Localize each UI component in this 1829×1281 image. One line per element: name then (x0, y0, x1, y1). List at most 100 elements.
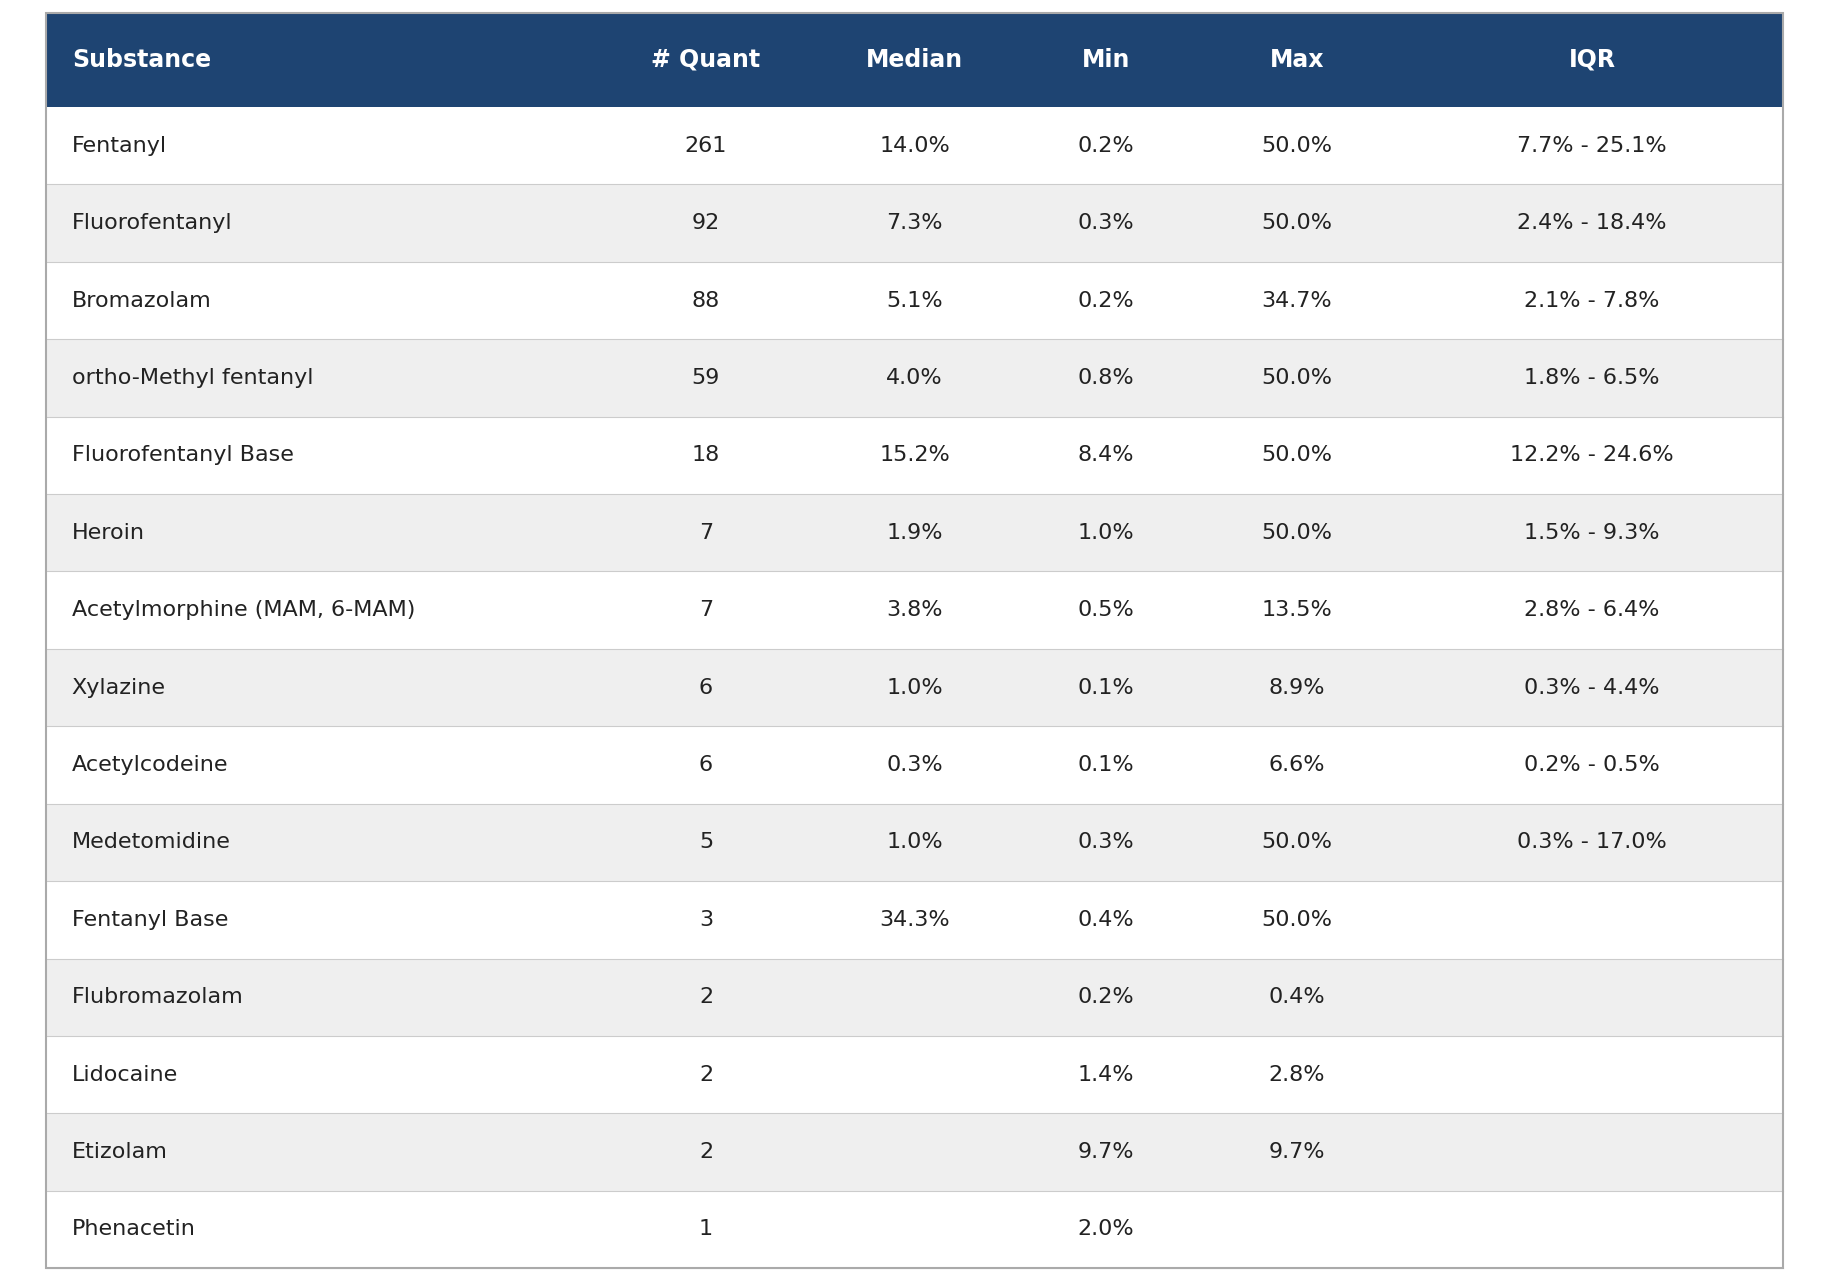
Text: Fentanyl Base: Fentanyl Base (71, 910, 229, 930)
Text: 8.4%: 8.4% (1077, 446, 1134, 465)
FancyBboxPatch shape (46, 13, 1783, 108)
Text: 0.2%: 0.2% (1077, 136, 1134, 156)
Text: 7.3%: 7.3% (887, 213, 942, 233)
Text: 0.1%: 0.1% (1077, 755, 1134, 775)
Text: 1.0%: 1.0% (887, 678, 942, 698)
Text: 92: 92 (691, 213, 721, 233)
Text: 18: 18 (691, 446, 721, 465)
Text: Heroin: Heroin (71, 523, 144, 543)
FancyBboxPatch shape (46, 571, 1783, 649)
Text: 0.3%: 0.3% (1077, 213, 1134, 233)
Text: Bromazolam: Bromazolam (71, 291, 212, 310)
Text: 50.0%: 50.0% (1262, 910, 1332, 930)
Text: 1.9%: 1.9% (887, 523, 942, 543)
Text: 0.8%: 0.8% (1077, 368, 1134, 388)
FancyBboxPatch shape (46, 1113, 1783, 1191)
Text: 2.8% - 6.4%: 2.8% - 6.4% (1524, 601, 1661, 620)
Text: 14.0%: 14.0% (880, 136, 949, 156)
Text: 1.0%: 1.0% (887, 833, 942, 852)
Text: 0.1%: 0.1% (1077, 678, 1134, 698)
Text: Median: Median (865, 47, 964, 72)
Text: Medetomidine: Medetomidine (71, 833, 230, 852)
Text: 0.5%: 0.5% (1077, 601, 1134, 620)
Text: 5: 5 (699, 833, 713, 852)
Text: 2: 2 (699, 1065, 713, 1085)
FancyBboxPatch shape (46, 803, 1783, 881)
Text: 2: 2 (699, 1143, 713, 1162)
Text: 50.0%: 50.0% (1262, 136, 1332, 156)
Text: 50.0%: 50.0% (1262, 213, 1332, 233)
Text: 1: 1 (699, 1220, 713, 1240)
Text: 15.2%: 15.2% (880, 446, 949, 465)
Text: Etizolam: Etizolam (71, 1143, 168, 1162)
FancyBboxPatch shape (46, 184, 1783, 261)
Text: Fluorofentanyl Base: Fluorofentanyl Base (71, 446, 294, 465)
Text: 1.8% - 6.5%: 1.8% - 6.5% (1524, 368, 1661, 388)
FancyBboxPatch shape (46, 649, 1783, 726)
FancyBboxPatch shape (46, 494, 1783, 571)
Text: 13.5%: 13.5% (1262, 601, 1332, 620)
Text: 7: 7 (699, 523, 713, 543)
Text: Acetylcodeine: Acetylcodeine (71, 755, 229, 775)
FancyBboxPatch shape (46, 339, 1783, 416)
Text: 2.8%: 2.8% (1269, 1065, 1324, 1085)
Text: 7: 7 (699, 601, 713, 620)
Text: Fluorofentanyl: Fluorofentanyl (71, 213, 232, 233)
Text: 50.0%: 50.0% (1262, 523, 1332, 543)
Text: 0.4%: 0.4% (1269, 988, 1324, 1007)
Text: Flubromazolam: Flubromazolam (71, 988, 243, 1007)
FancyBboxPatch shape (46, 1036, 1783, 1113)
Text: 0.2% - 0.5%: 0.2% - 0.5% (1524, 755, 1661, 775)
Text: 0.3%: 0.3% (1077, 833, 1134, 852)
FancyBboxPatch shape (46, 108, 1783, 184)
Text: 6: 6 (699, 678, 713, 698)
FancyBboxPatch shape (46, 881, 1783, 958)
Text: 34.7%: 34.7% (1262, 291, 1332, 310)
Text: 12.2% - 24.6%: 12.2% - 24.6% (1511, 446, 1674, 465)
Text: 1.4%: 1.4% (1077, 1065, 1134, 1085)
FancyBboxPatch shape (46, 958, 1783, 1036)
FancyBboxPatch shape (46, 416, 1783, 494)
Text: 59: 59 (691, 368, 721, 388)
Text: 7.7% - 25.1%: 7.7% - 25.1% (1518, 136, 1666, 156)
Text: 3: 3 (699, 910, 713, 930)
Text: Xylazine: Xylazine (71, 678, 166, 698)
Text: Fentanyl: Fentanyl (71, 136, 166, 156)
Text: 0.2%: 0.2% (1077, 291, 1134, 310)
Text: # Quant: # Quant (651, 47, 761, 72)
Text: 2.1% - 7.8%: 2.1% - 7.8% (1524, 291, 1661, 310)
FancyBboxPatch shape (46, 1191, 1783, 1268)
Text: Phenacetin: Phenacetin (71, 1220, 196, 1240)
Text: IQR: IQR (1569, 47, 1615, 72)
Text: 50.0%: 50.0% (1262, 368, 1332, 388)
Text: 8.9%: 8.9% (1269, 678, 1324, 698)
Text: 6: 6 (699, 755, 713, 775)
Text: 1.5% - 9.3%: 1.5% - 9.3% (1524, 523, 1661, 543)
FancyBboxPatch shape (46, 261, 1783, 339)
FancyBboxPatch shape (46, 726, 1783, 803)
Text: 34.3%: 34.3% (880, 910, 949, 930)
Text: 50.0%: 50.0% (1262, 833, 1332, 852)
Text: 4.0%: 4.0% (887, 368, 942, 388)
Text: 50.0%: 50.0% (1262, 446, 1332, 465)
Text: 9.7%: 9.7% (1077, 1143, 1134, 1162)
Text: 0.4%: 0.4% (1077, 910, 1134, 930)
Text: 261: 261 (684, 136, 728, 156)
Text: Min: Min (1081, 47, 1130, 72)
Text: 0.3% - 4.4%: 0.3% - 4.4% (1524, 678, 1661, 698)
Text: 2.4% - 18.4%: 2.4% - 18.4% (1518, 213, 1666, 233)
Text: Lidocaine: Lidocaine (71, 1065, 177, 1085)
Text: Substance: Substance (71, 47, 210, 72)
Text: 9.7%: 9.7% (1269, 1143, 1324, 1162)
Text: 6.6%: 6.6% (1269, 755, 1324, 775)
Text: 2: 2 (699, 988, 713, 1007)
Text: 0.3%: 0.3% (887, 755, 942, 775)
Text: 0.2%: 0.2% (1077, 988, 1134, 1007)
Text: 1.0%: 1.0% (1077, 523, 1134, 543)
Text: 2.0%: 2.0% (1077, 1220, 1134, 1240)
Text: Acetylmorphine (MAM, 6-MAM): Acetylmorphine (MAM, 6-MAM) (71, 601, 415, 620)
Text: 3.8%: 3.8% (887, 601, 942, 620)
Text: 88: 88 (691, 291, 721, 310)
Text: 0.3% - 17.0%: 0.3% - 17.0% (1518, 833, 1666, 852)
Text: Max: Max (1269, 47, 1324, 72)
